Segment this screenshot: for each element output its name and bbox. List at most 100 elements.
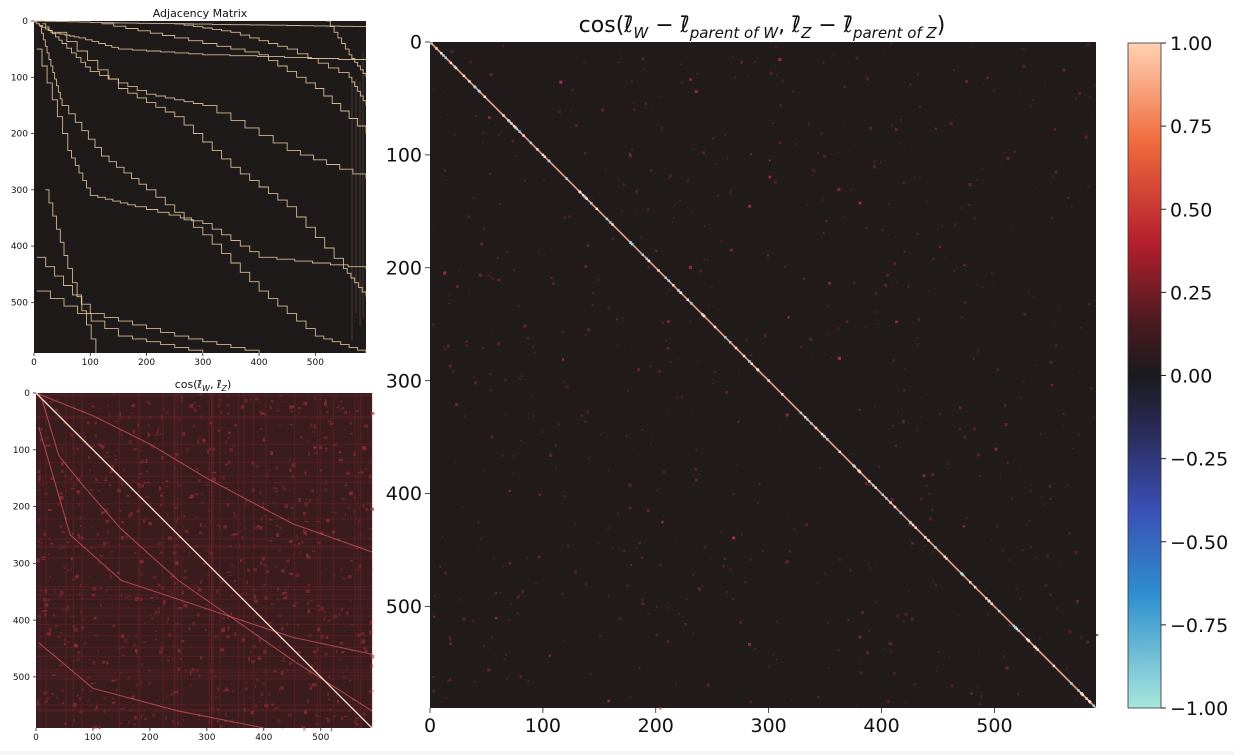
parent-cosine-cell: [446, 679, 449, 682]
cosine-cell: [126, 494, 130, 497]
parent-cosine-cell: [711, 286, 713, 288]
y-tick-label: 0: [410, 32, 422, 54]
parent-cosine-cell: [812, 174, 814, 176]
cosine-cell: [76, 447, 79, 451]
parent-cosine-cell: [591, 303, 594, 307]
cosine-cell: [100, 587, 103, 589]
cosine-cell: [289, 468, 292, 473]
cosine-cell: [156, 430, 159, 434]
parent-cosine-diagonal-cell: [522, 134, 525, 137]
parent-cosine-diagonal-cell: [454, 66, 458, 70]
cosine-cell: [137, 423, 140, 427]
parent-cosine-cell: [662, 470, 665, 474]
cosine-cell: [189, 404, 194, 408]
cosine-cell: [246, 591, 248, 595]
adjacency-title: Adjacency Matrix: [153, 7, 248, 20]
cosine-cell: [355, 516, 357, 519]
cosine-cell: [70, 557, 73, 560]
parent-cosine-cell: [1034, 652, 1036, 654]
cosine-cell: [71, 488, 75, 490]
parent-cosine-diagonal-cell: [536, 148, 539, 151]
parent-cosine-cell: [774, 180, 777, 184]
parent-cosine-cell: [895, 320, 898, 324]
parent-cosine-cell: [972, 357, 975, 360]
cosine-cell: [50, 477, 54, 480]
cosine-cell: [311, 664, 314, 669]
cosine-cell: [323, 488, 327, 492]
cosine-cell: [162, 408, 165, 411]
parent-cosine-cell: [931, 580, 935, 583]
parent-cosine-diagonal-cell: [679, 291, 683, 295]
parent-cosine-cell: [805, 523, 808, 527]
cosine-cell: [364, 424, 368, 428]
parent-cosine-diagonal-cell: [462, 74, 466, 78]
cosine-cell: [259, 526, 263, 530]
cosine-cell: [142, 441, 146, 444]
parent-cosine-cell: [1034, 555, 1038, 559]
cosine-cell: [79, 583, 82, 587]
cosine-cell: [148, 403, 151, 405]
cosine-cell: [303, 531, 308, 535]
x-tick-label: 500: [307, 358, 324, 368]
parent-cosine-cell: [583, 152, 587, 155]
parent-cosine-cell: [535, 153, 537, 155]
cosine-cell: [314, 451, 318, 455]
cosine-cell: [333, 512, 338, 514]
colorbar-axis: 1.000.750.500.250.00−0.25−0.50−0.75−1.00: [1161, 33, 1228, 720]
parent-cosine-cell: [971, 45, 973, 47]
cosine-cell: [314, 668, 319, 671]
parent-cosine-cell: [688, 265, 693, 269]
parent-cosine-cell: [981, 168, 983, 170]
cosine-cell: [92, 726, 96, 729]
parent-cosine-cell: [786, 518, 788, 520]
cosine-cell: [177, 648, 181, 653]
cosine-cell: [103, 696, 107, 700]
cosine-cell: [250, 711, 254, 715]
cosine-cell: [91, 593, 96, 597]
parent-cosine-cell: [482, 469, 484, 471]
cosine-cell: [227, 615, 230, 620]
cosine-band: [35, 392, 373, 553]
parent-cosine-diagonal-cell: [529, 141, 533, 145]
parent-cosine-cell: [432, 676, 435, 679]
parent-cosine-diagonal-cell: [804, 416, 807, 419]
parent-cosine-cell: [566, 544, 570, 548]
parent-cosine-cell: [978, 702, 982, 706]
cosine-panel: cos(ℓ̄W, ℓ̄Z) 0 100 200 300 400 500 0 100 200 30…: [0, 374, 378, 751]
parent-cosine-cell: [843, 86, 846, 88]
parent-cosine-diagonal-cell: [1033, 645, 1036, 648]
cosine-cell: [89, 469, 91, 471]
cosine-cell: [323, 401, 327, 406]
parent-cosine-cell: [739, 60, 743, 64]
parent-cosine-cell: [725, 591, 728, 594]
cosine-cell: [342, 407, 345, 409]
x-tick-label: 100: [84, 733, 101, 743]
parent-cosine-cell: [677, 359, 679, 361]
cosine-cell: [40, 542, 43, 545]
cosine-cell: [127, 720, 130, 724]
cosine-cell: [255, 465, 259, 468]
cosine-cell: [279, 482, 282, 486]
cosine-cell: [181, 511, 183, 515]
parent-cosine-cell: [729, 567, 732, 570]
parent-cosine-cell: [996, 368, 1000, 371]
parent-cosine-cell: [1021, 549, 1024, 552]
cosine-cell: [208, 468, 211, 470]
cosine-cell: [155, 630, 157, 633]
cosine-cell: [171, 720, 175, 723]
parent-cosine-cell: [482, 131, 485, 134]
parent-cosine-cell: [724, 133, 727, 136]
cosine-cell: [66, 641, 71, 643]
cosine-cell: [112, 624, 116, 627]
parent-cosine-cell: [1054, 170, 1058, 174]
parent-cosine-cell: [433, 225, 435, 228]
cosine-cell: [97, 489, 101, 492]
cosine-cell: [165, 715, 167, 720]
cosine-cell: [333, 616, 335, 620]
parent-cosine-cell: [1057, 306, 1060, 309]
parent-cosine-cell: [1055, 343, 1058, 347]
cosine-cell: [73, 405, 75, 409]
parent-cosine-cell: [756, 501, 760, 505]
cosine-cell: [318, 399, 322, 401]
